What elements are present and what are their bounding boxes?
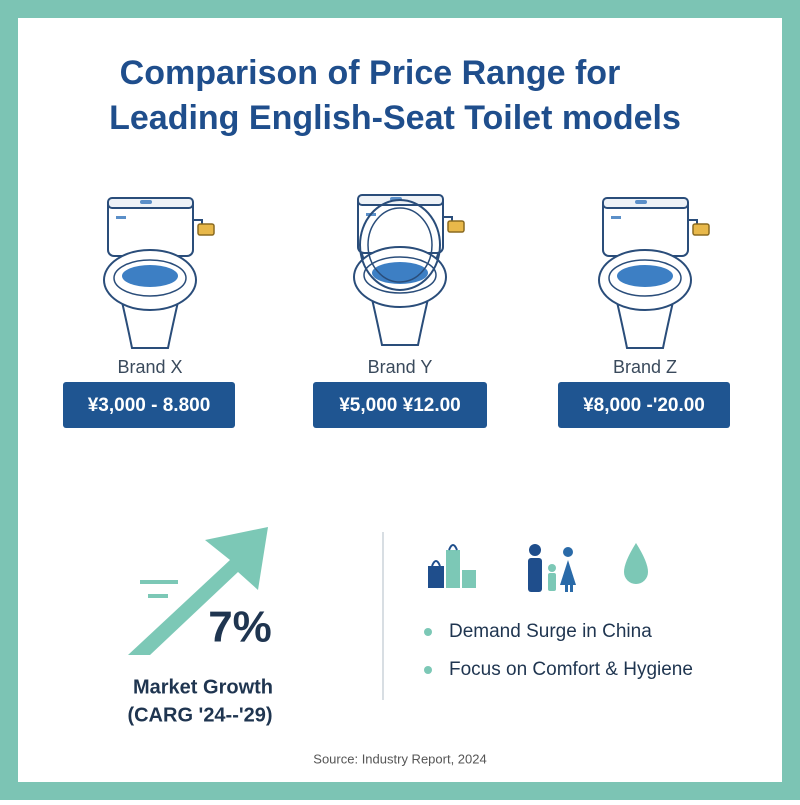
price-box	[63, 382, 235, 428]
water-drop-icon	[624, 543, 648, 584]
price-box	[558, 382, 730, 428]
toilet-icon	[353, 194, 465, 346]
price-box	[313, 382, 487, 428]
growth-value: 7%	[208, 603, 272, 652]
shopping-icon	[428, 544, 476, 588]
brand-name: Brand Z	[613, 357, 677, 377]
bullet-dot	[424, 628, 432, 636]
title-line: Leading English-Seat Toilet models	[109, 99, 681, 137]
driver-item: Focus on Comfort & Hygiene	[449, 659, 693, 680]
source-note: Source: Industry Report, 2024	[313, 751, 486, 766]
price-range: ¥3,000 - 8.800	[88, 395, 211, 416]
growth-arrow	[128, 527, 268, 655]
brand-name: Brand X	[117, 357, 182, 377]
price-range: ¥8,000 -'20.00	[583, 395, 705, 416]
growth-period: (CARG '24--'29)	[127, 704, 272, 726]
brand-name: Brand Y	[368, 357, 433, 377]
family-icon	[528, 544, 576, 592]
growth-label: Market Growth	[133, 676, 273, 698]
bullet-dot	[424, 666, 432, 674]
title-line: Comparison of Price Range for	[120, 54, 621, 92]
price-range: ¥5,000 ¥12.00	[339, 395, 461, 416]
driver-item: Demand Surge in China	[449, 621, 652, 642]
